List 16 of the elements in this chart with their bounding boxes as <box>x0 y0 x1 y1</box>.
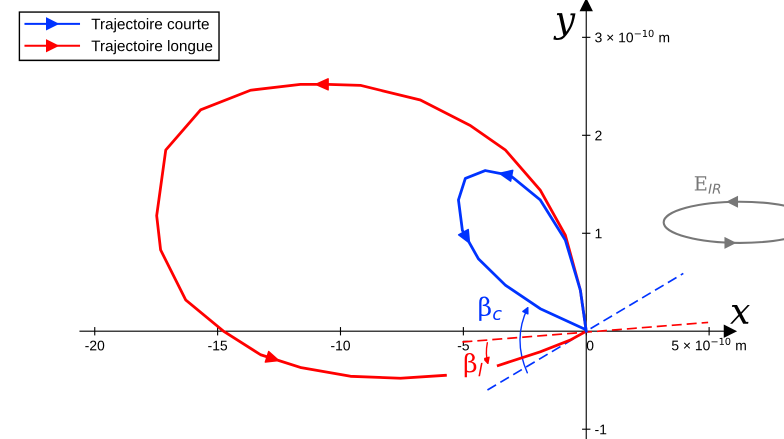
legend-label: Trajectoire longue <box>92 40 212 54</box>
y-tick-label: 3 × 10$^{−10}$ m <box>595 30 670 42</box>
y-tick-label: 2 <box>595 130 602 140</box>
x-axis-title: x <box>730 304 750 324</box>
annotation: β$_{l}$ <box>464 352 483 378</box>
y-axis-title: y <box>553 13 576 40</box>
x-tick-label: -10 <box>331 340 350 350</box>
x-tick-label: 5 × 10$^{−10}$ m <box>672 338 746 350</box>
annotation: E$_{IR}$ <box>694 176 720 194</box>
line-series <box>457 169 588 333</box>
legend-label: Trajectoire courte <box>92 18 209 32</box>
annotation: β$_{c}$ <box>479 296 502 321</box>
x-tick-label: -15 <box>208 340 228 350</box>
x-tick-label: -20 <box>85 340 104 350</box>
y-tick-label: -1 <box>595 424 606 434</box>
y-tick-label: 1 <box>596 228 602 238</box>
